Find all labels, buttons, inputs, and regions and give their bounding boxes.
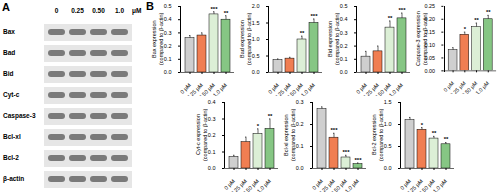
- svg-text:0: 0: [55, 7, 59, 14]
- svg-text:0.4: 0.4: [340, 16, 348, 22]
- svg-text:0.5: 0.5: [340, 3, 348, 9]
- svg-text:0.5: 0.5: [164, 3, 172, 9]
- svg-text:1.5: 1.5: [252, 20, 260, 26]
- svg-text:**: **: [224, 10, 229, 16]
- svg-text:0.0: 0.0: [340, 69, 348, 75]
- svg-text:μM: μM: [132, 7, 141, 15]
- svg-text:0.2: 0.2: [164, 43, 172, 49]
- svg-text:**: **: [432, 130, 437, 136]
- svg-text:1.0 μM: 1.0 μM: [300, 82, 317, 96]
- svg-text:***: ***: [330, 127, 338, 133]
- svg-text:1.0: 1.0: [384, 121, 392, 127]
- svg-text:0.0: 0.0: [384, 165, 392, 171]
- svg-text:0.3: 0.3: [208, 116, 216, 122]
- svg-text:0.25: 0.25: [71, 7, 84, 14]
- svg-text:1.0 μM: 1.0 μM: [432, 178, 449, 192]
- svg-text:0.1: 0.1: [208, 149, 216, 155]
- svg-text:Bcl-xl: Bcl-xl: [3, 133, 21, 140]
- svg-text:***: ***: [354, 157, 362, 163]
- svg-text:0.1: 0.1: [164, 56, 172, 62]
- svg-text:0.4: 0.4: [208, 99, 216, 105]
- svg-text:Bid: Bid: [3, 70, 14, 77]
- svg-text:2.0: 2.0: [252, 3, 260, 9]
- svg-text:1.0 μM: 1.0 μM: [388, 82, 405, 96]
- svg-text:***: ***: [210, 6, 218, 12]
- svg-text:1.0 μM: 1.0 μM: [256, 178, 273, 192]
- svg-text:0.5: 0.5: [252, 53, 260, 59]
- svg-text:0.50: 0.50: [92, 7, 105, 14]
- svg-text:0.0: 0.0: [208, 165, 216, 171]
- svg-text:0.0: 0.0: [252, 69, 260, 75]
- svg-text:β-actin: β-actin: [3, 175, 24, 183]
- svg-text:**: **: [300, 30, 305, 36]
- svg-text:0.0: 0.0: [164, 69, 172, 75]
- svg-text:Caspase-3: Caspase-3: [3, 112, 36, 120]
- svg-text:**: **: [268, 113, 273, 119]
- svg-text:Bcl-2: Bcl-2: [3, 154, 19, 161]
- svg-text:0.4: 0.4: [164, 16, 172, 22]
- svg-text:1.0: 1.0: [115, 7, 124, 14]
- svg-text:0.25: 0.25: [425, 3, 435, 9]
- svg-text:0.3: 0.3: [164, 30, 172, 36]
- svg-text:***: ***: [310, 13, 318, 19]
- svg-text:***: ***: [398, 7, 406, 13]
- svg-text:1.0 μM: 1.0 μM: [474, 80, 490, 94]
- svg-text:*: *: [257, 123, 260, 129]
- svg-text:**: **: [388, 15, 393, 21]
- svg-text:0.2: 0.2: [340, 43, 348, 49]
- svg-text:Bax: Bax: [3, 28, 15, 35]
- svg-text:A: A: [2, 1, 10, 13]
- svg-text:1.0 μM: 1.0 μM: [212, 82, 229, 96]
- svg-text:**: **: [486, 9, 491, 15]
- svg-text:0.00: 0.00: [425, 68, 435, 74]
- svg-text:Cyt-c: Cyt-c: [3, 91, 20, 99]
- svg-text:0.2: 0.2: [296, 121, 304, 127]
- svg-text:0.1: 0.1: [296, 143, 304, 149]
- svg-text:*: *: [421, 122, 424, 128]
- svg-text:**: **: [444, 136, 449, 142]
- svg-text:0.2: 0.2: [208, 132, 216, 138]
- svg-text:0.1: 0.1: [340, 56, 348, 62]
- svg-text:0.3: 0.3: [340, 30, 348, 36]
- svg-text:**: **: [474, 17, 479, 23]
- svg-text:Bad: Bad: [3, 49, 15, 56]
- svg-text:1.0 μM: 1.0 μM: [344, 178, 361, 192]
- svg-text:0.5: 0.5: [384, 143, 392, 149]
- svg-text:0.3: 0.3: [296, 99, 304, 105]
- svg-text:0.0: 0.0: [296, 165, 304, 171]
- svg-text:***: ***: [342, 149, 350, 155]
- svg-text:1.0: 1.0: [252, 36, 260, 42]
- svg-text:1.5: 1.5: [384, 99, 392, 105]
- svg-text:*: *: [464, 26, 467, 32]
